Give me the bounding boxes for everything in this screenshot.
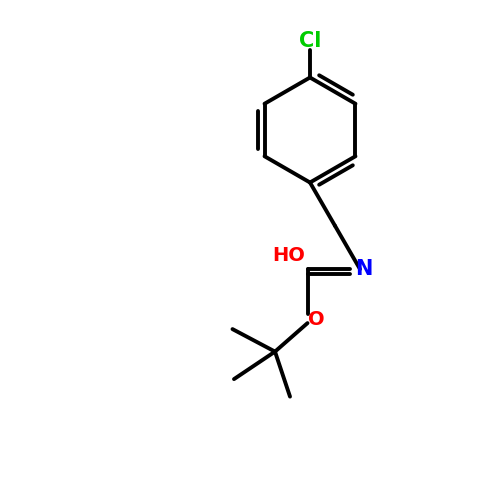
Text: N: N (356, 259, 372, 279)
Text: Cl: Cl (299, 31, 321, 51)
Text: HO: HO (272, 246, 305, 264)
Text: O: O (308, 310, 325, 328)
